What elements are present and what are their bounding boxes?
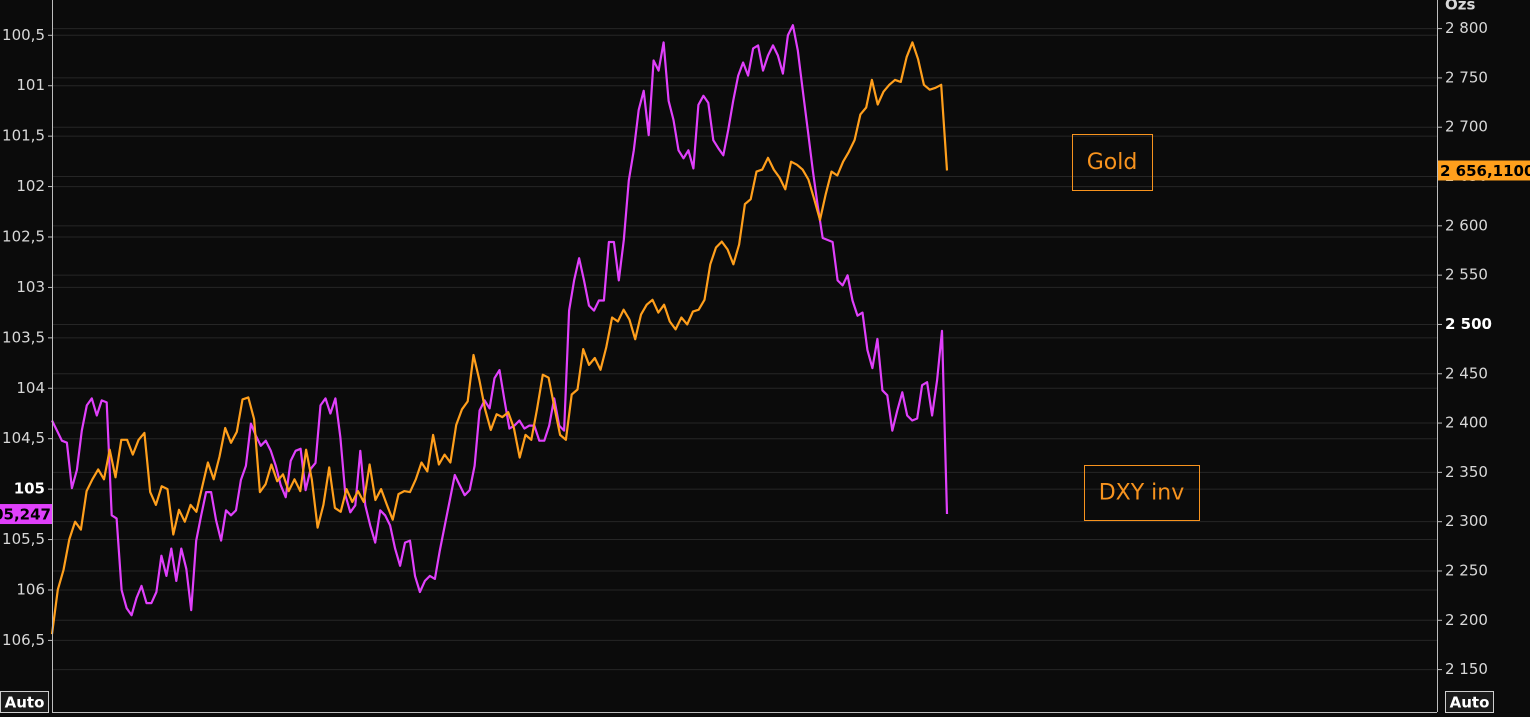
y2-tick-label: 2 750 (1445, 68, 1488, 86)
y-tick-label: 104,5 (2, 429, 45, 447)
y-tick-label: 101 (16, 76, 45, 94)
annotation: DXY inv (1099, 481, 1185, 506)
axis-labels: 100,5 101 101,5 102 102,5 103 103,5 104 104,5 105… (0, 19, 1530, 713)
y2-tick-label: 2 500 (1445, 315, 1492, 333)
last-value-tag (0, 504, 52, 525)
y-tick-label: 102,5 (2, 227, 45, 245)
last-value-label: 2 656,1100 (1440, 162, 1530, 180)
y2-tick-label: 2 550 (1445, 266, 1488, 284)
y-tick-label: 101,5 (2, 127, 45, 145)
auto-button-label[interactable]: Auto (1450, 694, 1490, 712)
y2-tick-label: 2 150 (1445, 660, 1488, 678)
auto-button-label[interactable]: Auto (5, 694, 45, 712)
y-tick-label: 100,5 (2, 26, 45, 44)
y-tick-label: 104 (16, 379, 45, 397)
y-tick-label: 102 (16, 177, 45, 195)
annotation-box (1072, 134, 1153, 191)
y2-tick-label: 2 450 (1445, 364, 1488, 382)
auto-button[interactable] (1445, 691, 1494, 713)
auto-button[interactable] (0, 691, 49, 713)
y2-axis-label: Ozs (1445, 0, 1475, 14)
y2-tick-label: 2 800 (1445, 19, 1488, 37)
grid (52, 28, 1437, 671)
y2-tick-label: 2 250 (1445, 561, 1488, 579)
y-tick-label: 106,5 (2, 631, 45, 649)
y-tick-label: 103,5 (2, 328, 45, 346)
annotation-box (1084, 465, 1200, 521)
y-tick-label: 106 (16, 580, 45, 598)
y-tick-label: 105,5 (2, 530, 45, 548)
y2-tick-label: 2 400 (1445, 414, 1488, 432)
plot-lines (50, 24, 949, 635)
series-line (50, 41, 949, 635)
y2-tick-label: 2 200 (1445, 611, 1488, 629)
annotation: Gold (1087, 150, 1138, 175)
last-value-label: 105,247 (0, 506, 51, 524)
y-tick-label: 105 (14, 480, 45, 498)
y2-tick-label: 2 300 (1445, 512, 1488, 530)
series-line (51, 24, 949, 617)
y2-tick-label: 2 700 (1445, 118, 1488, 136)
y-tick-label: 103 (16, 278, 45, 296)
y2-tick-label: 2 600 (1445, 216, 1488, 234)
last-value-tag (1438, 160, 1530, 181)
y2-tick-label: 2 350 (1445, 463, 1488, 481)
